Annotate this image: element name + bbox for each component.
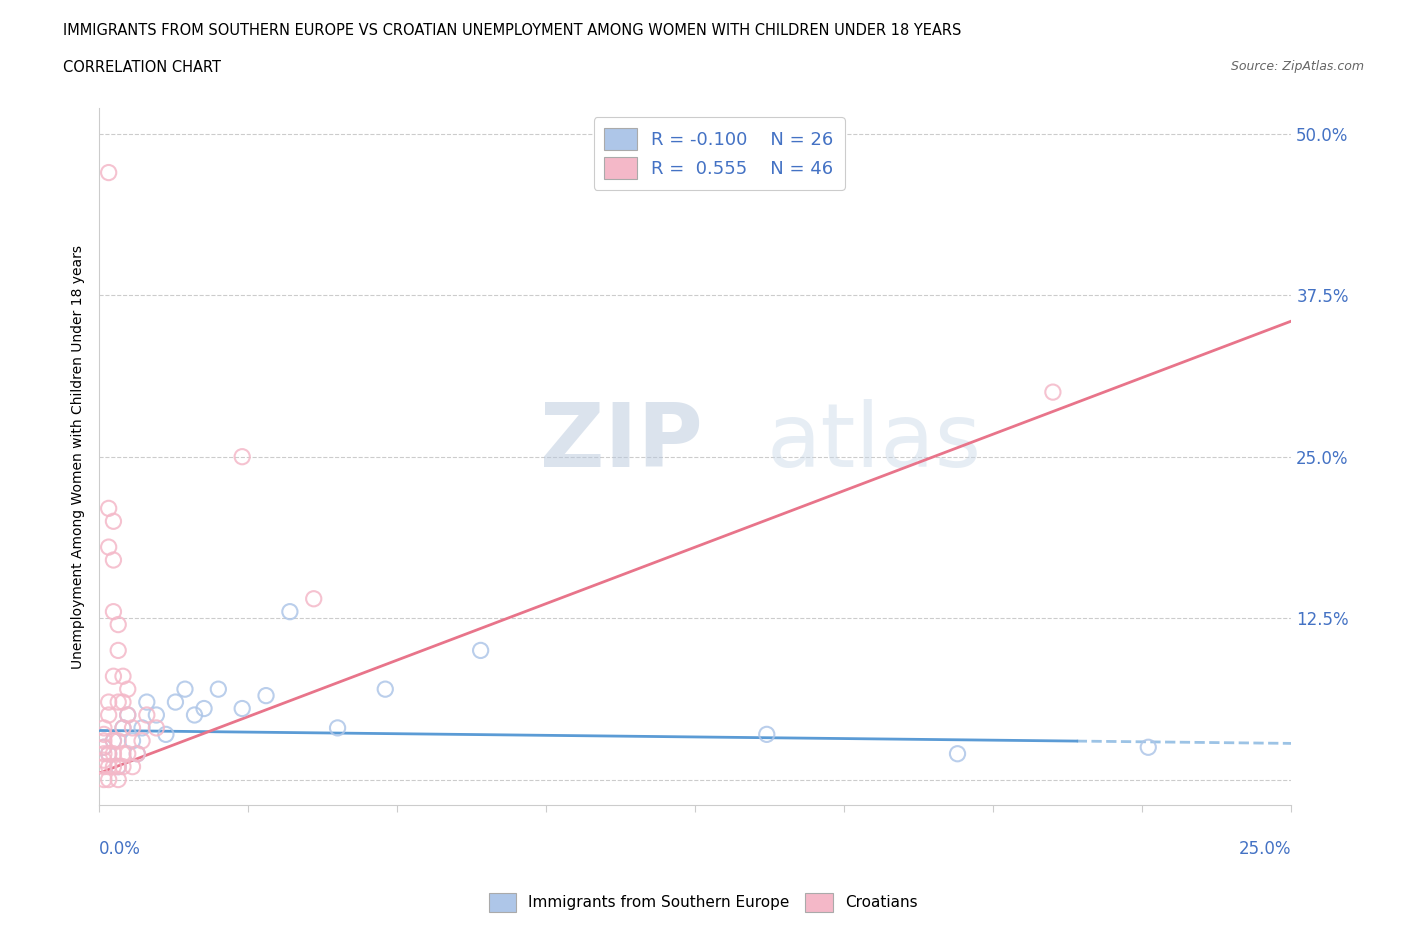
Point: [93, 734, 115, 749]
Point: [135, 695, 157, 710]
Point: [107, 695, 129, 710]
Point: [107, 734, 129, 749]
Point: [93, 727, 115, 742]
Point: [97, 708, 120, 723]
Point: [1137, 740, 1160, 755]
Point: [111, 746, 134, 761]
Point: [111, 759, 134, 774]
Point: [103, 514, 125, 529]
Text: CORRELATION CHART: CORRELATION CHART: [63, 60, 221, 75]
Point: [127, 746, 149, 761]
Point: [93, 746, 115, 761]
Point: [326, 721, 349, 736]
Point: [374, 682, 396, 697]
Point: [103, 604, 125, 619]
Point: [97, 772, 120, 787]
Legend: R = -0.100    N = 26, R =  0.555    N = 46: R = -0.100 N = 26, R = 0.555 N = 46: [593, 117, 845, 190]
Point: [145, 721, 167, 736]
Point: [93, 772, 115, 787]
Point: [97, 501, 120, 516]
Point: [93, 752, 115, 767]
Point: [117, 682, 139, 697]
Point: [131, 734, 153, 749]
Point: [103, 759, 125, 774]
Point: [103, 669, 125, 684]
Y-axis label: Unemployment Among Women with Children Under 18 years: Unemployment Among Women with Children U…: [72, 245, 86, 669]
Point: [135, 708, 157, 723]
Point: [111, 721, 134, 736]
Point: [117, 708, 139, 723]
Point: [103, 552, 125, 567]
Point: [207, 682, 229, 697]
Point: [93, 740, 115, 755]
Point: [111, 695, 134, 710]
Point: [231, 701, 253, 716]
Point: [127, 746, 149, 761]
Legend: Immigrants from Southern Europe, Croatians: Immigrants from Southern Europe, Croatia…: [482, 887, 924, 918]
Point: [155, 727, 177, 742]
Point: [165, 695, 187, 710]
Text: atlas: atlas: [766, 399, 981, 486]
Point: [121, 759, 143, 774]
Text: 25.0%: 25.0%: [1239, 841, 1291, 858]
Text: Source: ZipAtlas.com: Source: ZipAtlas.com: [1230, 60, 1364, 73]
Point: [97, 746, 120, 761]
Point: [111, 721, 134, 736]
Point: [121, 734, 143, 749]
Point: [755, 727, 778, 742]
Point: [107, 772, 129, 787]
Point: [97, 166, 120, 180]
Point: [107, 759, 129, 774]
Point: [103, 746, 125, 761]
Point: [254, 688, 277, 703]
Point: [107, 759, 129, 774]
Point: [117, 708, 139, 723]
Point: [103, 734, 125, 749]
Point: [193, 701, 215, 716]
Point: [117, 746, 139, 761]
Point: [93, 740, 115, 755]
Point: [97, 539, 120, 554]
Point: [183, 708, 205, 723]
Point: [470, 643, 492, 658]
Point: [231, 449, 253, 464]
Point: [93, 759, 115, 774]
Point: [131, 721, 153, 736]
Point: [278, 604, 301, 619]
Point: [97, 695, 120, 710]
Point: [946, 746, 969, 761]
Point: [1042, 385, 1064, 400]
Point: [145, 708, 167, 723]
Point: [103, 734, 125, 749]
Text: ZIP: ZIP: [540, 399, 703, 486]
Point: [121, 721, 143, 736]
Point: [111, 669, 134, 684]
Point: [97, 746, 120, 761]
Point: [93, 721, 115, 736]
Point: [302, 591, 325, 606]
Point: [174, 682, 197, 697]
Text: IMMIGRANTS FROM SOUTHERN EUROPE VS CROATIAN UNEMPLOYMENT AMONG WOMEN WITH CHILDR: IMMIGRANTS FROM SOUTHERN EUROPE VS CROAT…: [63, 23, 962, 38]
Point: [107, 618, 129, 632]
Point: [107, 643, 129, 658]
Point: [97, 759, 120, 774]
Text: 0.0%: 0.0%: [100, 841, 141, 858]
